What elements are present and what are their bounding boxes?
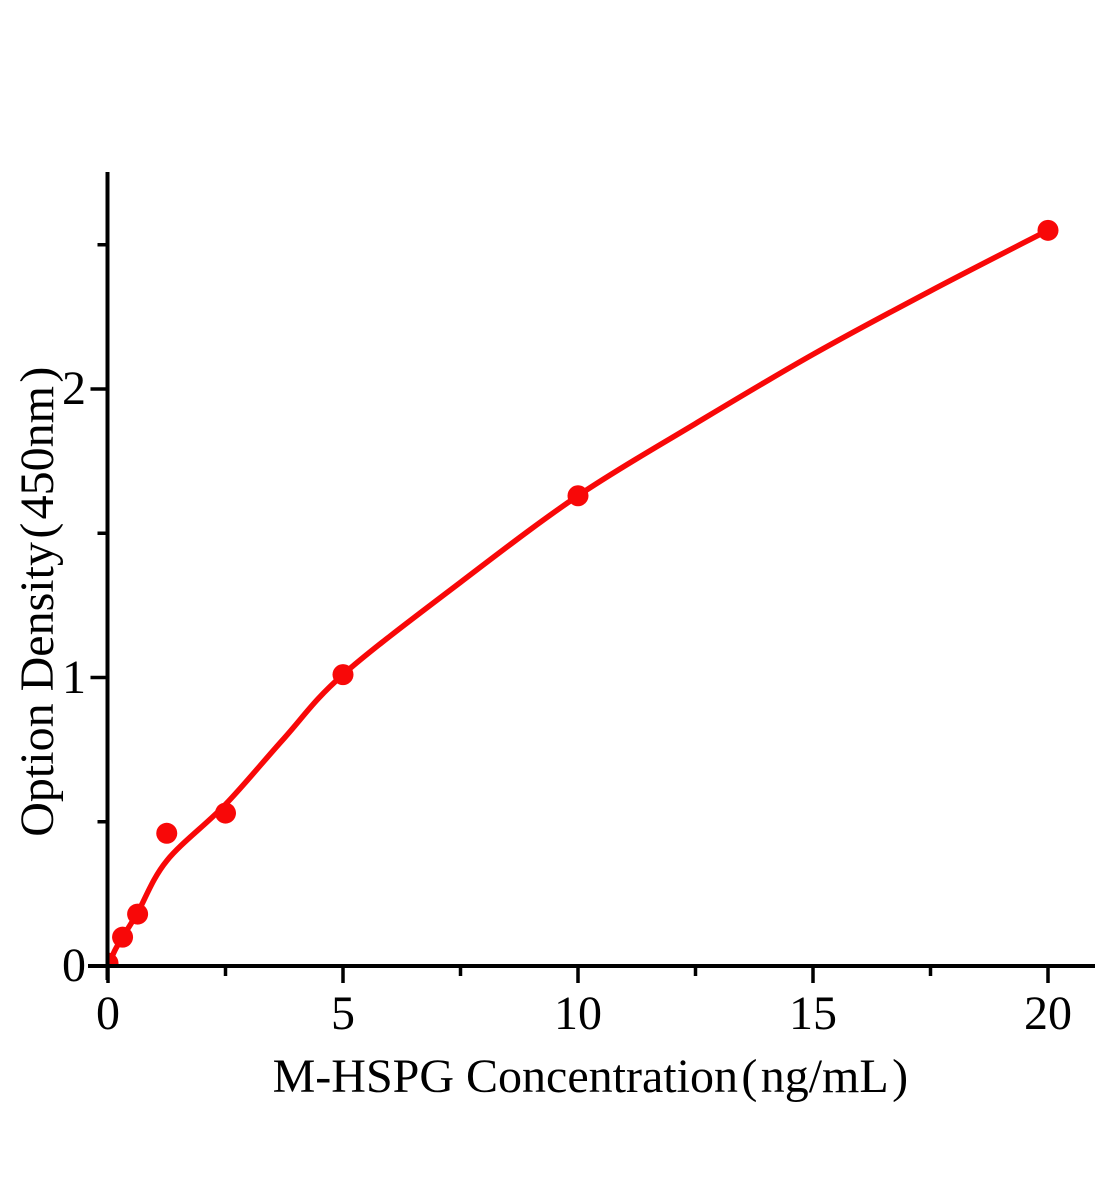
fit-curve [109, 227, 1050, 964]
x-tick-label: 5 [331, 987, 355, 1040]
x-axis-title: M-HSPG Concentration(ng/mL) [273, 1053, 912, 1101]
data-point [332, 664, 354, 686]
data-point [127, 903, 149, 925]
data-point [156, 822, 178, 844]
data-point [567, 485, 589, 507]
y-tick-label: 2 [62, 362, 86, 415]
x-tick-label: 20 [1024, 987, 1072, 1040]
data-point [1037, 219, 1059, 241]
x-tick-label: 10 [554, 987, 602, 1040]
x-tick-label: 15 [789, 987, 837, 1040]
fullwidth-paren: ( [741, 1050, 758, 1103]
data-point [215, 802, 236, 824]
fullwidth-paren: ( [11, 522, 64, 539]
data-point [109, 952, 119, 964]
data-point [112, 926, 134, 948]
y-tick-label: 0 [62, 939, 86, 992]
fullwidth-paren: ) [11, 366, 64, 383]
x-tick-label: 0 [96, 987, 120, 1040]
fullwidth-paren: ) [892, 1050, 909, 1103]
y-axis-title: Option Density(450nm) [11, 363, 64, 837]
y-tick-label: 1 [62, 650, 86, 704]
